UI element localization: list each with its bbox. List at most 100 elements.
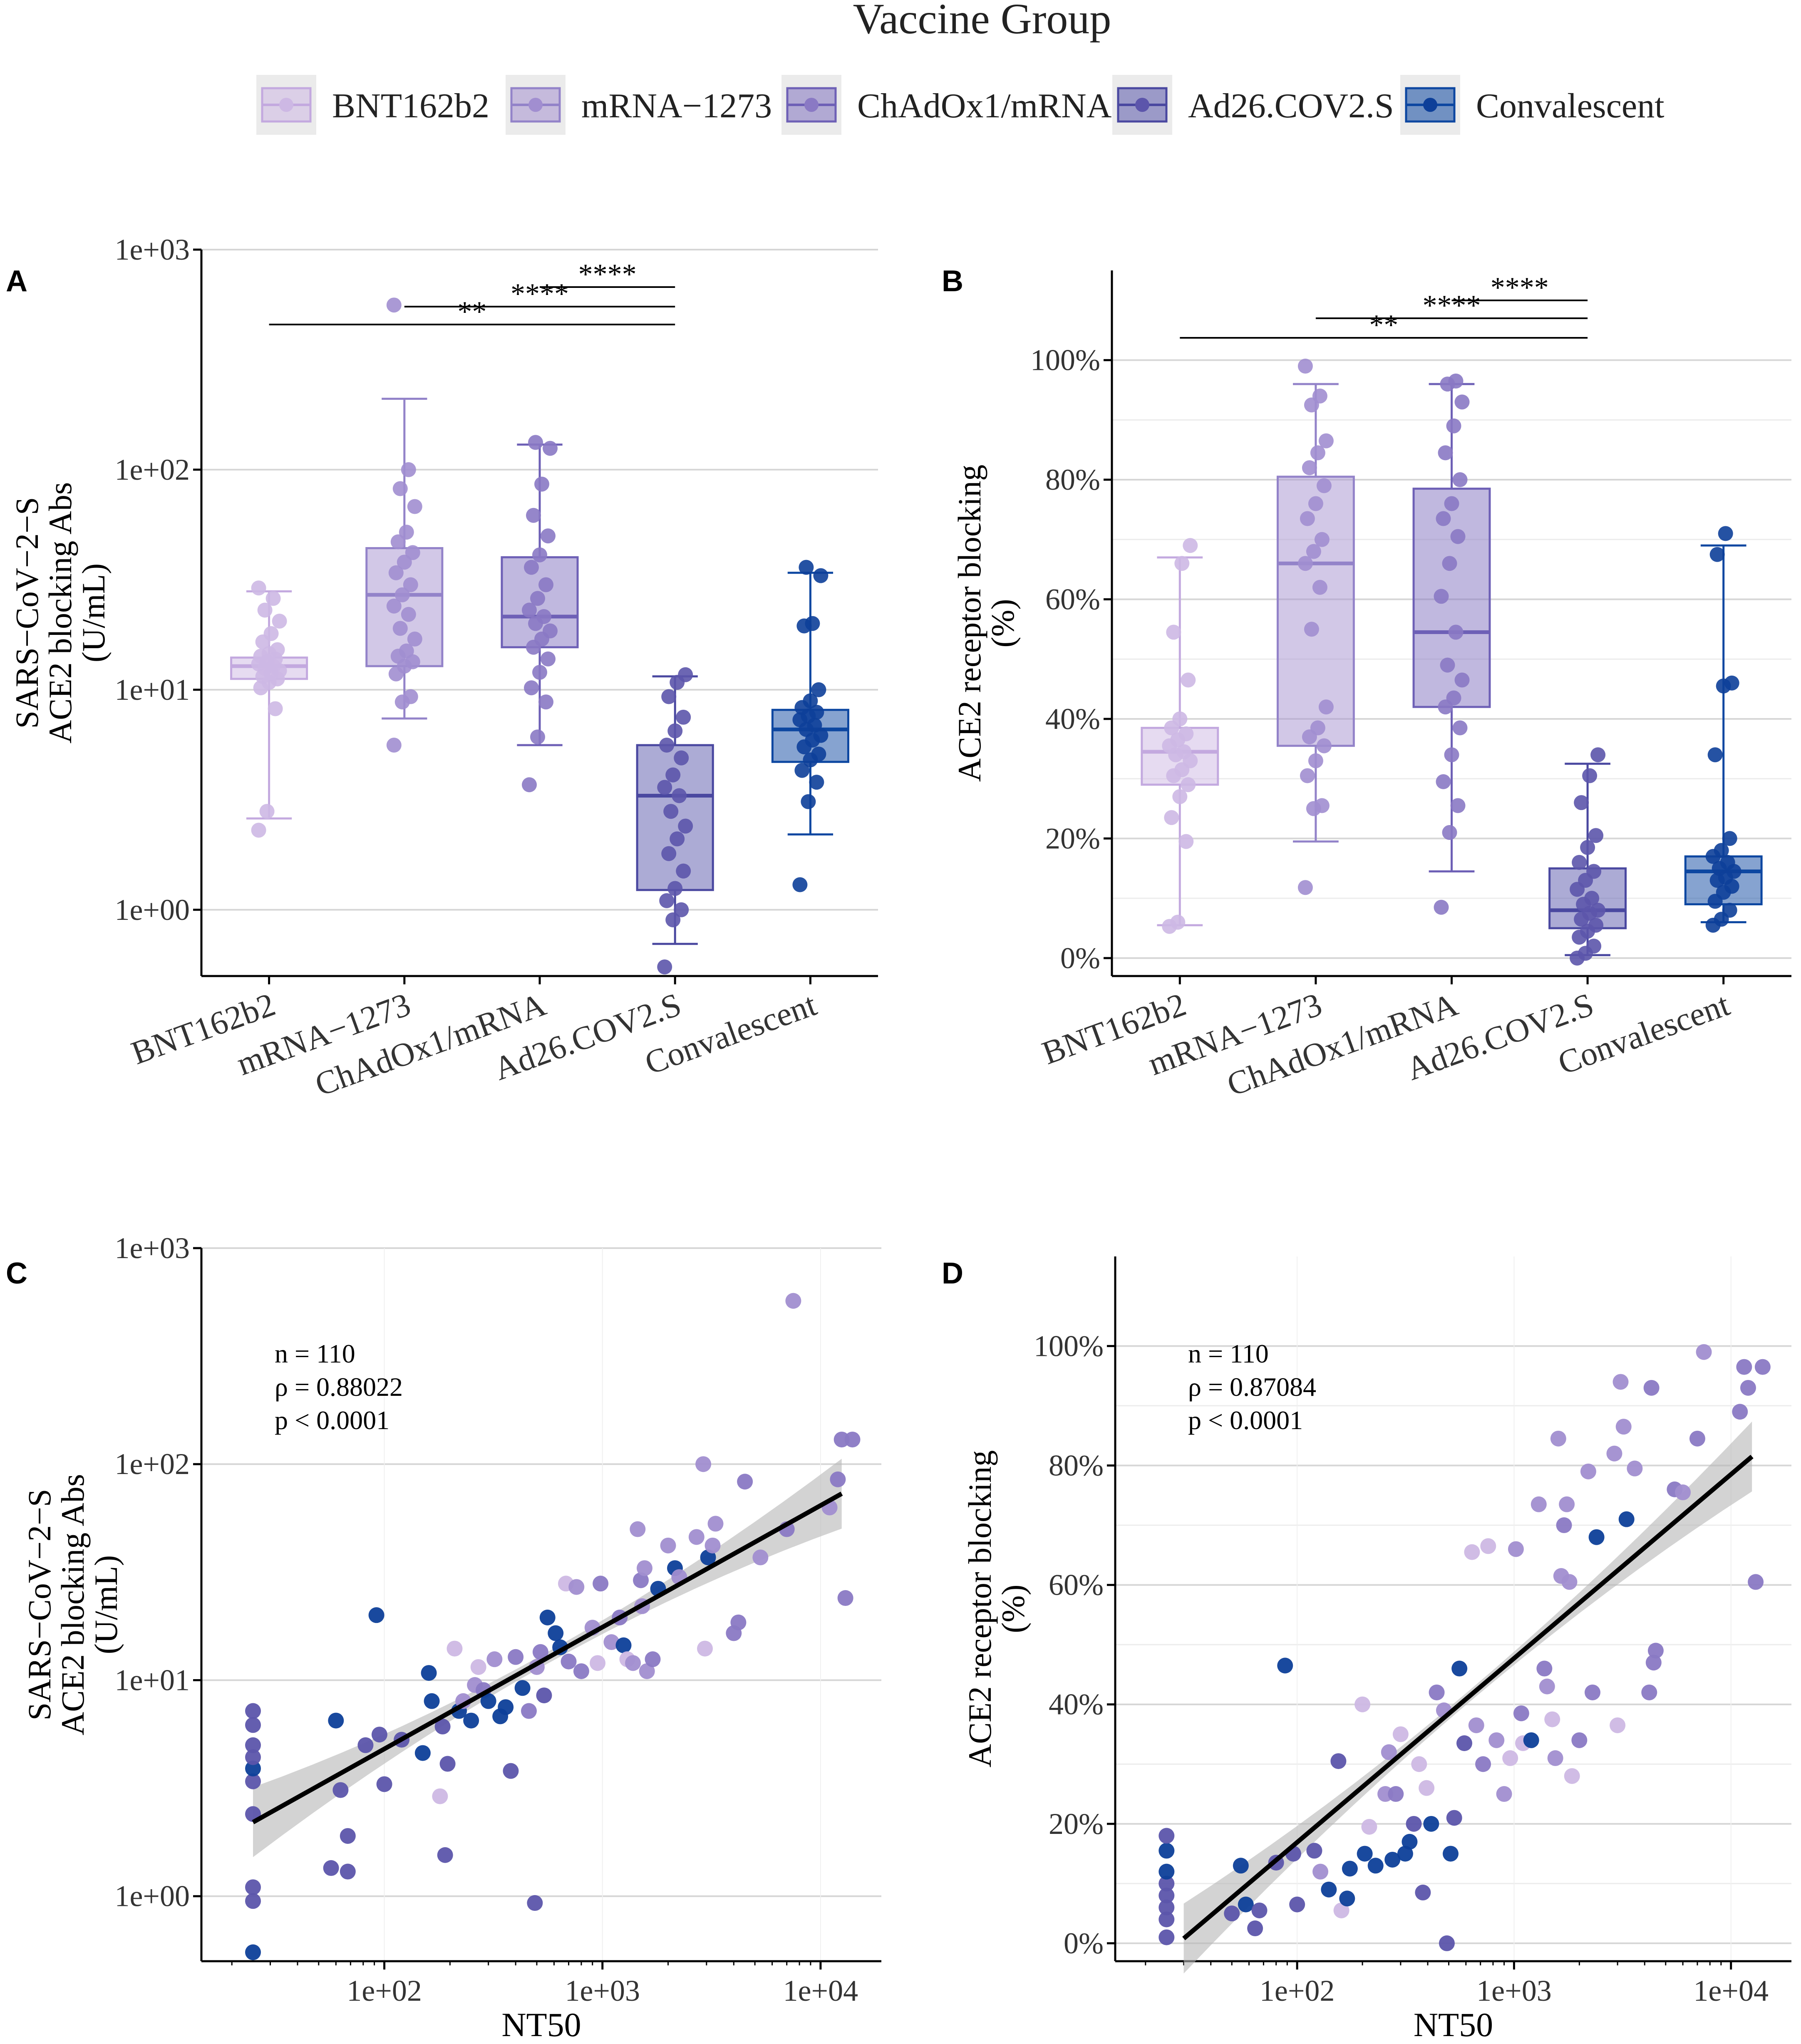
y-tick-label: 20% bbox=[1045, 822, 1100, 855]
data-point bbox=[1233, 1858, 1249, 1874]
data-point bbox=[1446, 1810, 1462, 1826]
data-point bbox=[388, 565, 404, 580]
data-point bbox=[1321, 1881, 1337, 1898]
data-point bbox=[1647, 1643, 1664, 1659]
data-point bbox=[414, 1745, 431, 1761]
data-point bbox=[1450, 798, 1466, 813]
y-tick-label: 40% bbox=[1045, 702, 1100, 736]
data-point bbox=[1550, 1430, 1566, 1447]
data-point bbox=[1158, 1911, 1175, 1928]
data-point bbox=[1689, 1430, 1705, 1447]
data-point bbox=[1724, 675, 1739, 691]
data-point bbox=[674, 750, 689, 766]
data-point bbox=[536, 1687, 552, 1704]
data-point bbox=[1297, 358, 1313, 374]
data-point bbox=[813, 568, 829, 583]
data-point bbox=[1606, 1445, 1622, 1462]
data-point bbox=[630, 1521, 646, 1537]
data-point bbox=[794, 763, 810, 778]
data-point bbox=[376, 1776, 392, 1792]
data-point bbox=[645, 1651, 661, 1667]
y-tick-label: 100% bbox=[1034, 1329, 1104, 1363]
y-tick-label: 1e+02 bbox=[114, 1447, 190, 1481]
data-point bbox=[811, 746, 826, 762]
data-point bbox=[1456, 1735, 1472, 1752]
data-point bbox=[1172, 711, 1188, 726]
data-point bbox=[707, 1516, 724, 1532]
data-point bbox=[1448, 624, 1464, 640]
data-point bbox=[532, 664, 547, 680]
data-point bbox=[1436, 511, 1451, 526]
x-tick-label: 1e+03 bbox=[565, 1974, 640, 2007]
data-point bbox=[1247, 1920, 1263, 1937]
significance-bracket: **** bbox=[1451, 272, 1588, 304]
data-point bbox=[1572, 855, 1587, 870]
data-point bbox=[615, 1637, 632, 1653]
data-point bbox=[672, 788, 687, 803]
y-axis-label-line: ACE2 receptor blocking bbox=[951, 465, 987, 782]
data-point bbox=[532, 547, 547, 562]
x-axis-label: NT50 bbox=[1414, 2006, 1493, 2044]
data-point bbox=[811, 682, 826, 697]
data-point bbox=[1357, 1846, 1373, 1862]
data-point bbox=[514, 1680, 531, 1696]
data-point bbox=[371, 1727, 387, 1743]
data-point bbox=[439, 1756, 456, 1772]
data-point bbox=[1306, 1843, 1322, 1859]
data-point bbox=[660, 1537, 676, 1553]
data-point bbox=[1442, 1846, 1459, 1862]
data-point bbox=[1748, 1574, 1764, 1590]
data-point bbox=[270, 642, 285, 657]
data-point bbox=[1675, 1484, 1691, 1501]
data-point bbox=[401, 462, 416, 477]
data-point bbox=[1645, 1655, 1662, 1671]
data-point bbox=[1643, 1380, 1660, 1396]
legend-item-label: BNT162b2 bbox=[332, 87, 489, 125]
data-point bbox=[272, 613, 287, 629]
data-point bbox=[548, 1625, 564, 1641]
data-point bbox=[1170, 914, 1186, 930]
data-point bbox=[1580, 1463, 1596, 1479]
data-point bbox=[1452, 472, 1468, 488]
significance-label: ** bbox=[1369, 309, 1398, 341]
stats-annotation: p < 0.0001 bbox=[275, 1405, 389, 1435]
data-point bbox=[407, 499, 422, 514]
data-point bbox=[434, 1718, 451, 1734]
data-point bbox=[633, 1572, 649, 1588]
data-point bbox=[1297, 556, 1313, 571]
data-point bbox=[695, 1456, 712, 1472]
data-point bbox=[530, 729, 545, 745]
data-point bbox=[480, 1693, 496, 1709]
data-point bbox=[1318, 699, 1334, 715]
data-point bbox=[245, 1879, 261, 1895]
data-point bbox=[263, 626, 279, 641]
data-point bbox=[568, 1579, 585, 1595]
data-point bbox=[1277, 1657, 1293, 1674]
data-point bbox=[1181, 777, 1196, 793]
data-point bbox=[1392, 1726, 1409, 1742]
data-point bbox=[524, 680, 539, 696]
data-point bbox=[1588, 917, 1604, 933]
data-point bbox=[1539, 1678, 1555, 1695]
data-point bbox=[534, 476, 549, 492]
data-point bbox=[527, 1895, 543, 1911]
data-point bbox=[1536, 1660, 1553, 1677]
legend-item-label: ChAdOx1/mRNA bbox=[857, 87, 1112, 125]
data-point bbox=[538, 694, 553, 710]
y-axis-label-line: (U/mL) bbox=[75, 563, 112, 662]
data-point bbox=[539, 1609, 556, 1625]
data-point bbox=[1310, 445, 1325, 461]
data-point bbox=[1367, 1858, 1384, 1874]
data-point bbox=[1402, 1833, 1418, 1850]
y-axis-label-line: ACE2 receptor blocking bbox=[962, 1450, 998, 1767]
data-point bbox=[590, 1655, 606, 1671]
data-point bbox=[1722, 902, 1737, 918]
y-tick-label: 1e+00 bbox=[114, 893, 190, 927]
data-point bbox=[447, 1640, 463, 1657]
legend-item: Ad26.COV2.S bbox=[1112, 75, 1394, 135]
y-axis-label-line: (%) bbox=[985, 599, 1021, 648]
data-point bbox=[665, 912, 681, 927]
legend-item-label: Convalescent bbox=[1476, 87, 1665, 125]
data-point bbox=[323, 1860, 339, 1876]
